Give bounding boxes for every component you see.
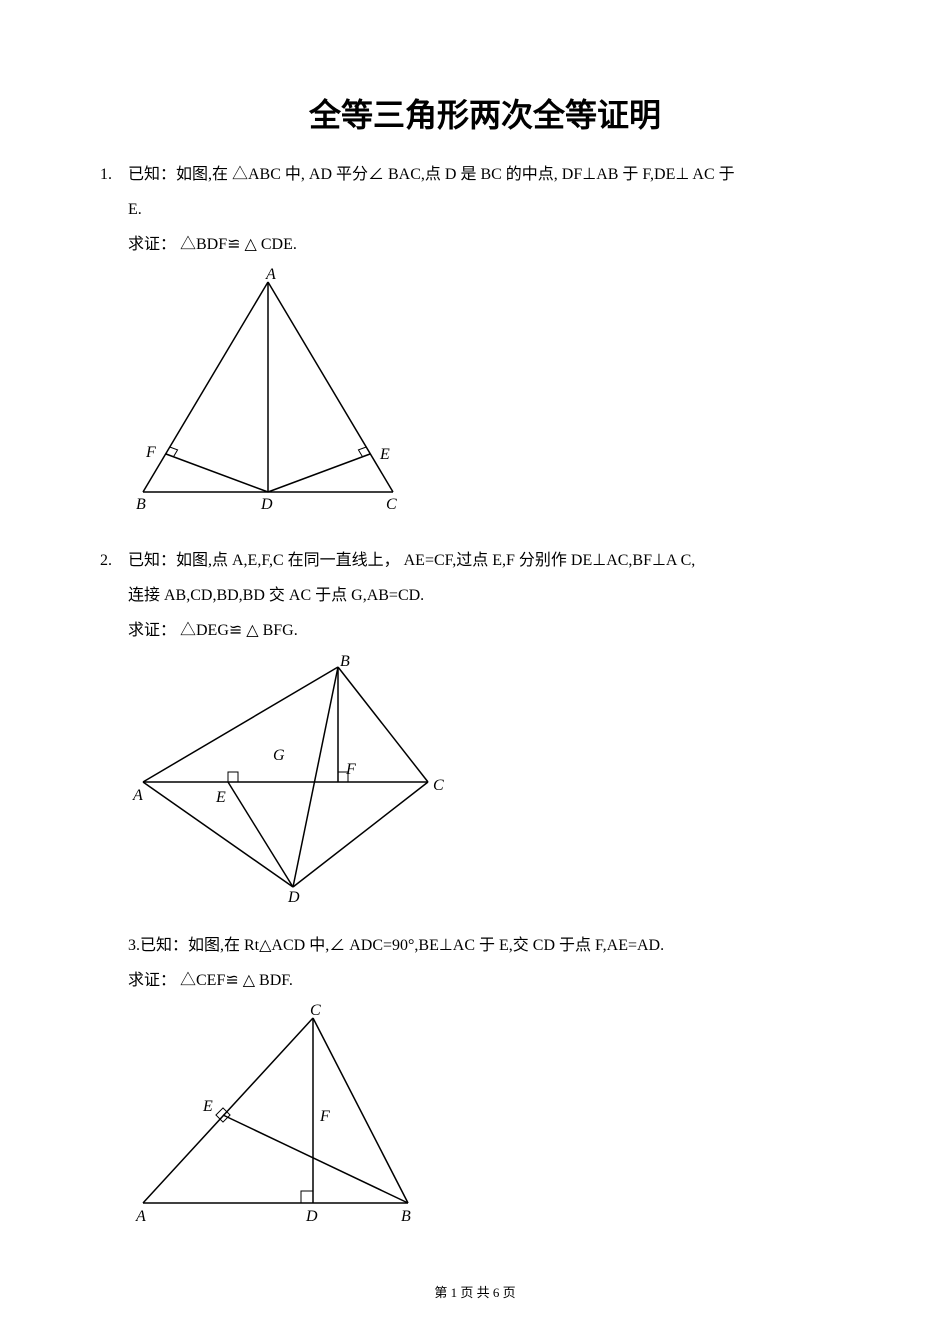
figure-2: A B C D E F G	[128, 652, 870, 902]
problem-number: 3.	[128, 937, 140, 954]
footer-mid: 页 共	[457, 1285, 493, 1300]
svg-text:E: E	[202, 1098, 213, 1115]
svg-text:C: C	[310, 1003, 321, 1019]
problem-3-prove: 求证： △CEF≌ △ BDF.	[128, 967, 870, 994]
figure-3: A B C D E F	[128, 1003, 870, 1223]
page-title: 全等三角形两次全等证明	[100, 90, 870, 136]
problem-number: 2.	[100, 547, 128, 574]
svg-text:D: D	[260, 496, 273, 513]
svg-text:C: C	[433, 777, 444, 794]
figure-2-svg: A B C D E F G	[128, 652, 448, 902]
problem-1-prove: 求证： △BDF≌ △ CDE.	[128, 231, 870, 258]
problem-2-prove: 求证： △DEG≌ △ BFG.	[128, 617, 870, 644]
svg-text:D: D	[287, 889, 300, 902]
svg-text:A: A	[132, 787, 143, 804]
footer-suffix: 页	[499, 1285, 515, 1300]
svg-text:D: D	[305, 1208, 318, 1223]
svg-text:E: E	[379, 446, 390, 463]
svg-text:B: B	[401, 1208, 411, 1223]
svg-text:F: F	[319, 1108, 330, 1125]
problem-number: 1.	[100, 161, 128, 188]
svg-text:F: F	[345, 761, 356, 778]
svg-text:B: B	[340, 653, 350, 670]
svg-text:E: E	[215, 789, 226, 806]
problem-given-line1: 已知：如图,在 Rt△ACD 中,∠ ADC=90°,BE⊥AC 于 E,交 C…	[140, 937, 664, 954]
figure-1-svg: A B C D F E	[128, 267, 408, 517]
problem-1: 1.已知：如图,在 △ABC 中, AD 平分∠ BAC,点 D 是 BC 的中…	[100, 161, 870, 517]
problem-3-given: 3.已知：如图,在 Rt△ACD 中,∠ ADC=90°,BE⊥AC 于 E,交…	[128, 932, 870, 959]
figure-3-svg: A B C D E F	[128, 1003, 428, 1223]
svg-text:G: G	[273, 747, 285, 764]
svg-text:A: A	[265, 267, 276, 283]
problem-given-line2: E.	[128, 196, 870, 223]
svg-text:B: B	[136, 496, 146, 513]
footer-prefix: 第	[434, 1285, 450, 1300]
problem-2-given: 2.已知：如图,点 A,E,F,C 在同一直线上， AE=CF,过点 E,F 分…	[100, 547, 870, 574]
figure-1: A B C D F E	[128, 267, 870, 517]
svg-text:C: C	[386, 496, 397, 513]
problem-given-line2: 连接 AB,CD,BD,BD 交 AC 于点 G,AB=CD.	[128, 582, 870, 609]
svg-text:A: A	[135, 1208, 146, 1223]
problem-2: 2.已知：如图,点 A,E,F,C 在同一直线上， AE=CF,过点 E,F 分…	[100, 547, 870, 903]
problem-1-given: 1.已知：如图,在 △ABC 中, AD 平分∠ BAC,点 D 是 BC 的中…	[100, 161, 870, 188]
problem-given-line1: 已知：如图,在 △ABC 中, AD 平分∠ BAC,点 D 是 BC 的中点,…	[128, 166, 735, 183]
problem-3: 3.已知：如图,在 Rt△ACD 中,∠ ADC=90°,BE⊥AC 于 E,交…	[128, 932, 870, 1222]
problem-given-line1: 已知：如图,点 A,E,F,C 在同一直线上， AE=CF,过点 E,F 分别作…	[128, 552, 695, 569]
page-footer: 第 1 页 共 6 页	[0, 1282, 950, 1301]
svg-text:F: F	[145, 444, 156, 461]
